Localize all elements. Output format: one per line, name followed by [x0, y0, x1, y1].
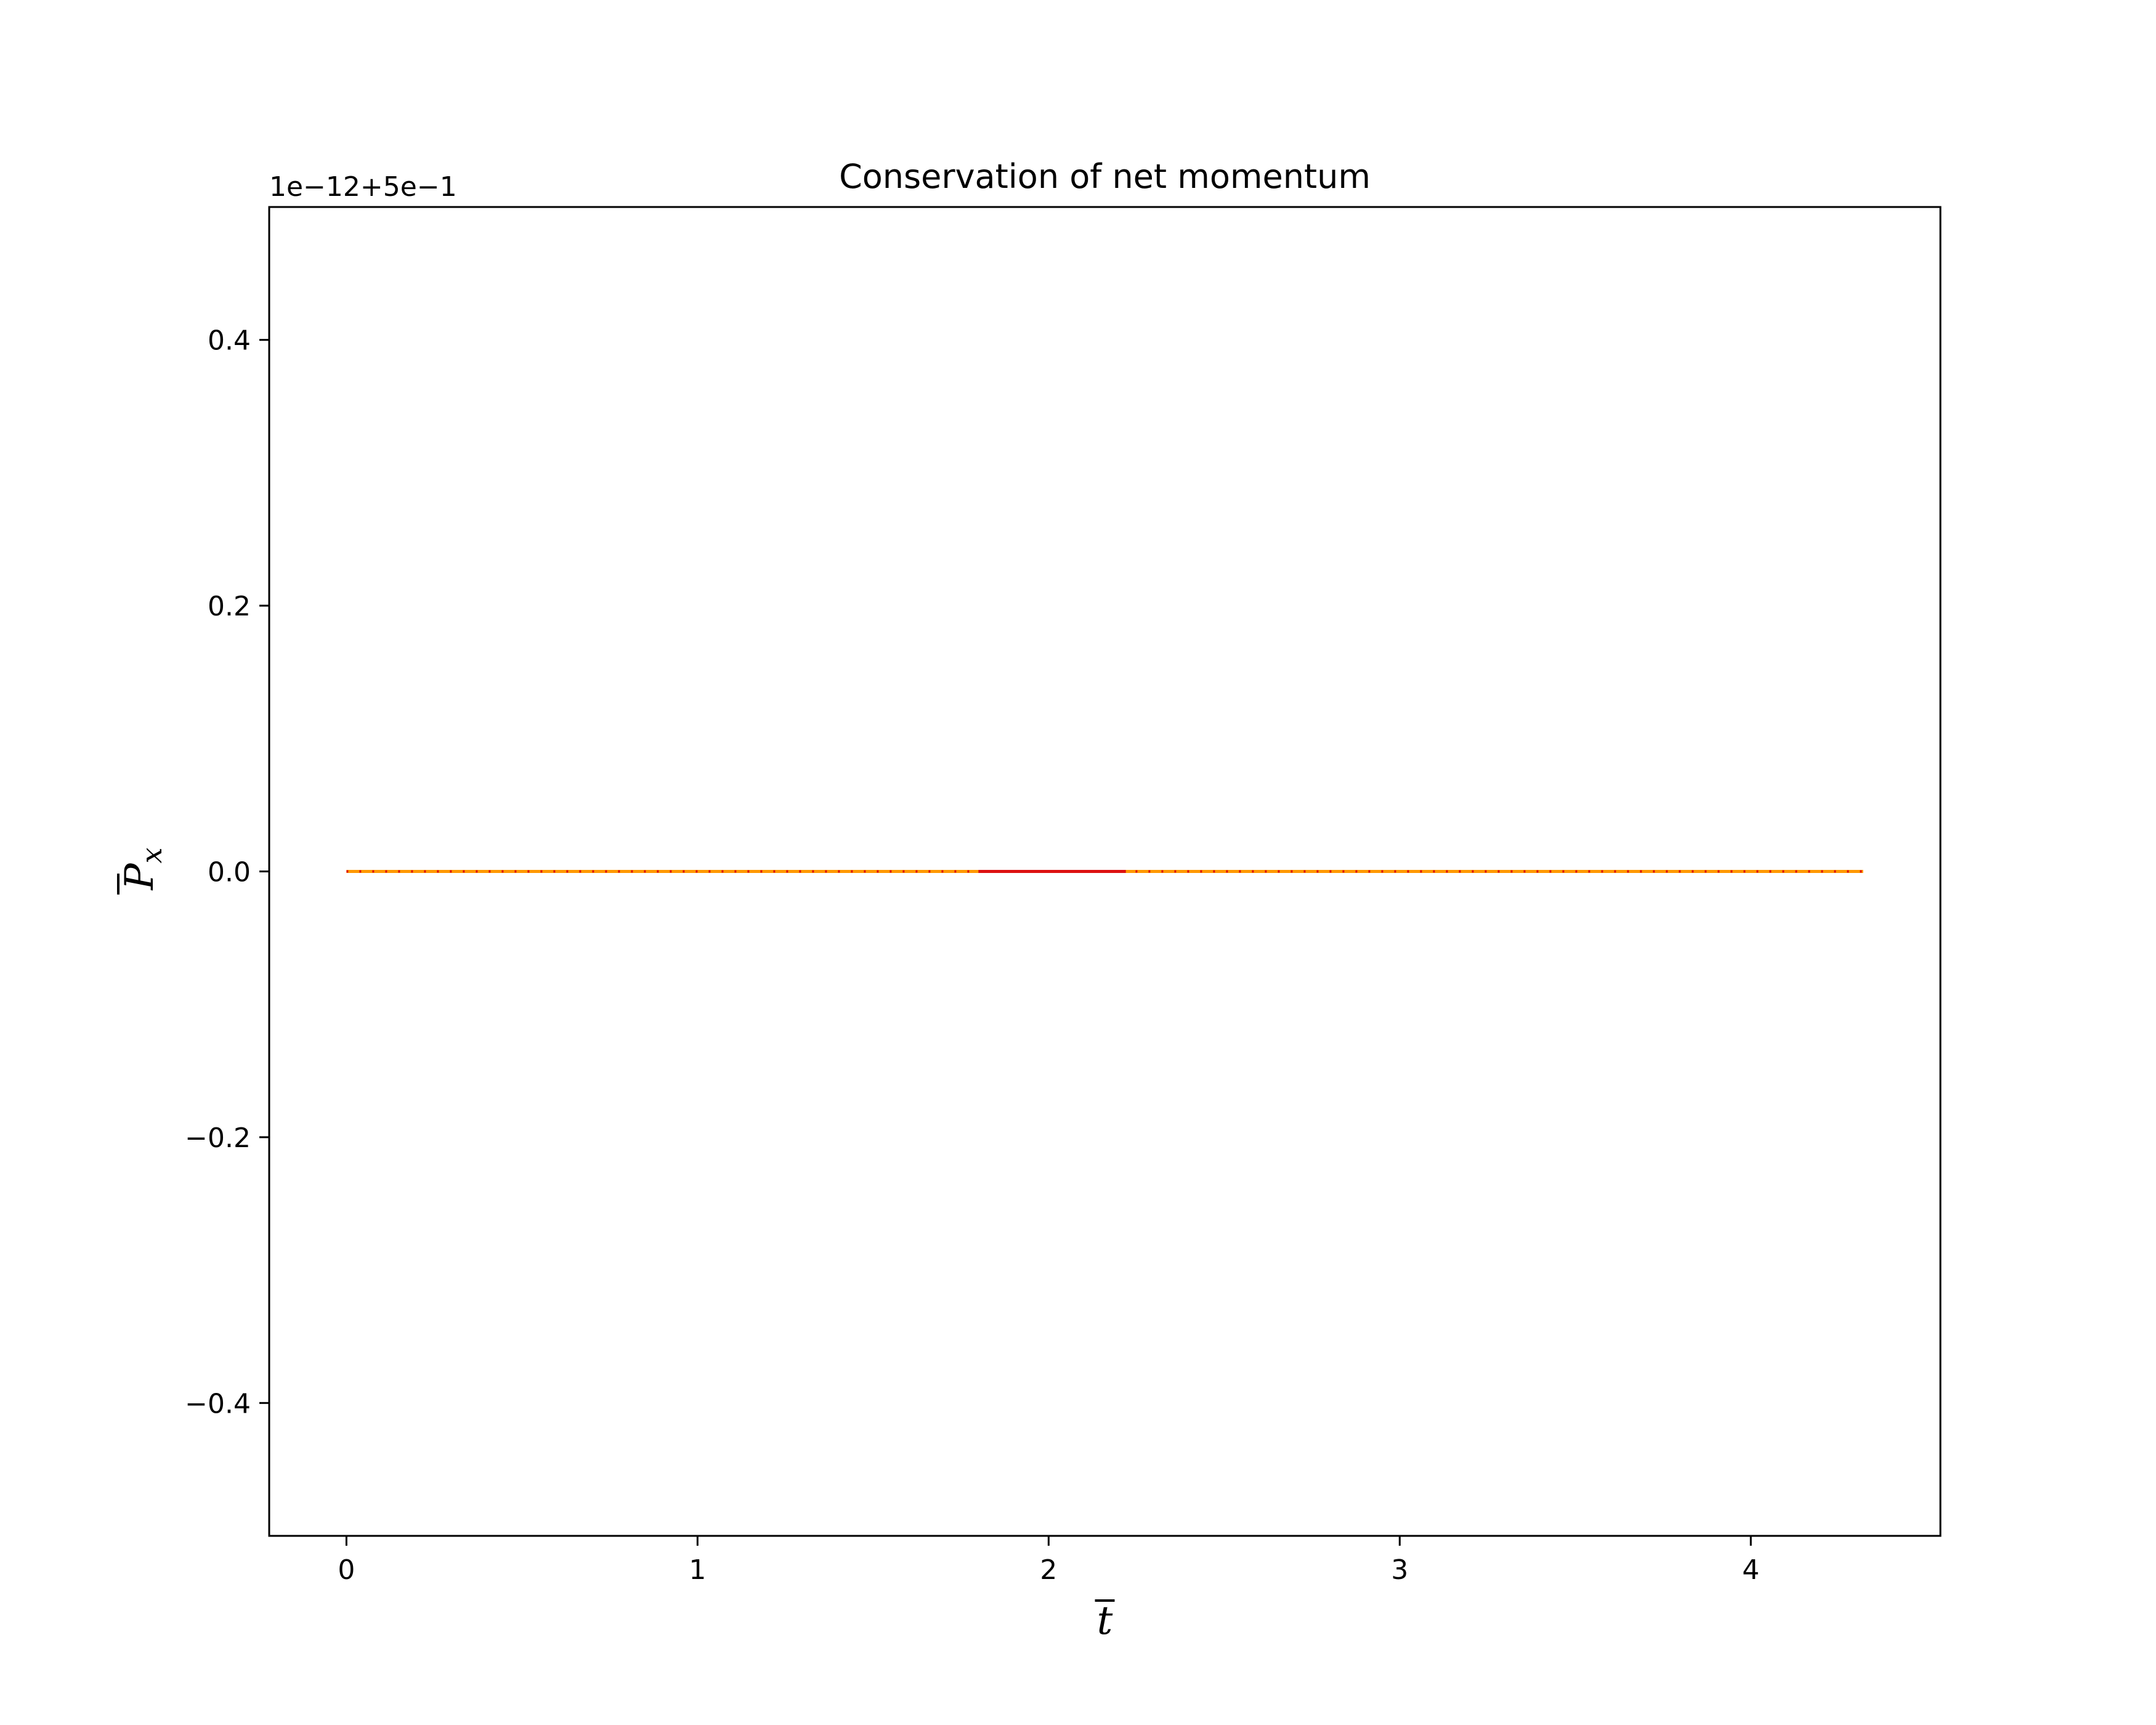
x-tick-label: 0: [338, 1554, 355, 1586]
y-tick-label: 0.0: [208, 857, 251, 888]
x-tick-label: 3: [1391, 1554, 1408, 1586]
y-axis-label-sub: x: [135, 847, 168, 863]
y-axis-label: Px: [117, 847, 168, 895]
y-axis-label-main: P: [117, 863, 163, 891]
y-tick-label: 0.2: [208, 591, 251, 622]
ticks-layer: 0 1 2 3 4 −0.4 −0.2 0.0 0.2 0.4: [185, 325, 1759, 1586]
y-tick-label: 0.4: [208, 325, 251, 357]
x-tick-label: 1: [689, 1554, 706, 1586]
x-tick-label: 2: [1040, 1554, 1057, 1586]
x-axis-label-text: t: [1097, 1598, 1113, 1644]
x-tick-label: 4: [1742, 1554, 1759, 1586]
chart-title: Conservation of net momentum: [839, 157, 1371, 196]
y-tick-label: −0.2: [185, 1122, 251, 1154]
y-axis-label-text: Px: [117, 847, 168, 890]
y-tick-label: −0.4: [185, 1388, 251, 1419]
x-axis-label: t: [1095, 1598, 1115, 1644]
y-offset-text: 1e−12+5e−1: [269, 171, 457, 203]
